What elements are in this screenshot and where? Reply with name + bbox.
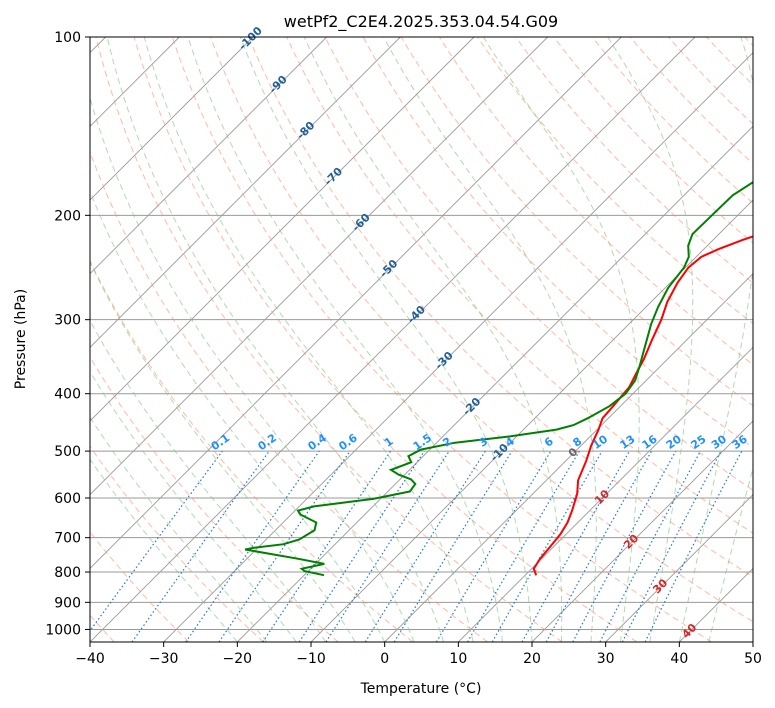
axis-layer: −40 −30 −20 −10 0 10 20 30 40 50 100 200 300 400 500 60… xyxy=(45,30,762,667)
dewpoint-profile-line xyxy=(244,180,753,577)
grid-layer xyxy=(90,37,753,642)
y-tick-label: 900 xyxy=(54,595,81,611)
isotherm-line xyxy=(163,52,753,642)
dry-adiabat-line xyxy=(171,37,712,642)
y-tick-label: 200 xyxy=(54,208,81,224)
isotherm-line xyxy=(90,37,696,642)
isotherm-line xyxy=(90,37,548,496)
moist-adiabat-line xyxy=(90,260,356,642)
mixing-ratio-line xyxy=(491,450,603,642)
dry-adiabat-line xyxy=(362,37,753,449)
mixing-ratio-line xyxy=(572,450,677,642)
mixing-ratio-line xyxy=(466,450,580,642)
x-tick-label: −40 xyxy=(75,651,105,667)
mixing-ratio-line xyxy=(131,450,270,642)
moist-adiabat-line xyxy=(383,37,597,642)
isotherm-line xyxy=(90,37,254,201)
isotherm-line xyxy=(605,494,753,642)
dry-adiabat-line xyxy=(95,37,563,642)
temperature-profile-line xyxy=(532,235,753,576)
moist-adiabat-line xyxy=(90,319,327,642)
mixing-ratio-line xyxy=(521,450,631,642)
isotherm-line xyxy=(752,641,753,642)
dry-adiabat-line xyxy=(400,37,753,407)
x-tick-label: −30 xyxy=(149,651,179,667)
x-tick-label: 50 xyxy=(744,651,762,667)
y-tick-label: 800 xyxy=(54,565,81,581)
moist-adiabat-line xyxy=(90,416,268,642)
dry-adiabat-line xyxy=(591,37,753,204)
dry-adiabat-line xyxy=(629,37,753,165)
y-tick-label: 600 xyxy=(54,491,81,507)
y-tick-label: 700 xyxy=(54,531,81,547)
dry-adiabat-line xyxy=(324,37,753,491)
mixing-ratio-line xyxy=(325,450,450,642)
dry-adiabat-line xyxy=(90,259,414,642)
mixing-ratio-line xyxy=(435,450,552,642)
moist-adiabat-line xyxy=(90,189,386,642)
moist-adiabat-line xyxy=(482,37,640,642)
mixing-ratio-line xyxy=(545,450,653,642)
moist-adiabat-line xyxy=(106,37,445,642)
y-tick-label: 400 xyxy=(54,387,81,403)
dry-adiabat-line xyxy=(90,445,264,642)
moist-adiabat-line xyxy=(187,37,503,642)
moist-adiabat-line xyxy=(708,466,753,642)
moist-adiabat-line xyxy=(607,37,694,642)
x-tick-label: 40 xyxy=(670,651,688,667)
moist-adiabat-line xyxy=(90,458,238,642)
mixing-ratio-line xyxy=(218,450,351,642)
dry-adiabat-line xyxy=(477,37,753,325)
x-tick-label: 10 xyxy=(449,651,467,667)
moist-adiabat-line xyxy=(678,37,753,642)
isotherm-line xyxy=(90,37,475,422)
dry-adiabat-line xyxy=(210,37,753,623)
moist-adiabat-line xyxy=(303,37,563,642)
y-tick-label: 1000 xyxy=(45,622,81,638)
isotherm-line xyxy=(237,125,753,642)
x-tick-label: 20 xyxy=(523,651,541,667)
mixing-ratio-line xyxy=(364,450,486,642)
isotherm-line xyxy=(90,37,401,348)
mixing-ratio-line xyxy=(393,450,513,642)
x-tick-label: 0 xyxy=(380,651,389,667)
x-tick-label: −20 xyxy=(223,651,253,667)
y-tick-label: 100 xyxy=(54,30,81,46)
mixing-ratio-line xyxy=(90,450,223,632)
moist-adiabat-line xyxy=(90,370,297,642)
moist-adiabat-line xyxy=(239,37,533,642)
dry-adiabat-line xyxy=(515,37,753,284)
plot-frame xyxy=(89,36,754,643)
dry-adiabat-line xyxy=(133,37,638,642)
y-tick-label: 300 xyxy=(54,313,81,329)
mixing-ratio-line xyxy=(185,450,320,642)
y-axis-label: Pressure (hPa) xyxy=(13,289,29,389)
moist-adiabat-line xyxy=(90,96,415,642)
dry-adiabat-line xyxy=(248,37,753,578)
x-tick-label: −10 xyxy=(296,651,326,667)
isotherm-line xyxy=(384,273,753,642)
chart-title: wetPf2_C2E4.2025.353.04.54.G09 xyxy=(284,12,558,32)
x-tick-label: 30 xyxy=(597,651,615,667)
plot-background xyxy=(90,37,753,642)
y-tick-label: 500 xyxy=(54,444,81,460)
x-axis-label: Temperature (°C) xyxy=(360,681,482,697)
series-layer xyxy=(244,180,753,577)
isotherm-line xyxy=(90,37,327,275)
isotherm-line xyxy=(531,420,753,642)
isotherm-line xyxy=(90,37,622,569)
moist-adiabat-line xyxy=(143,37,474,642)
